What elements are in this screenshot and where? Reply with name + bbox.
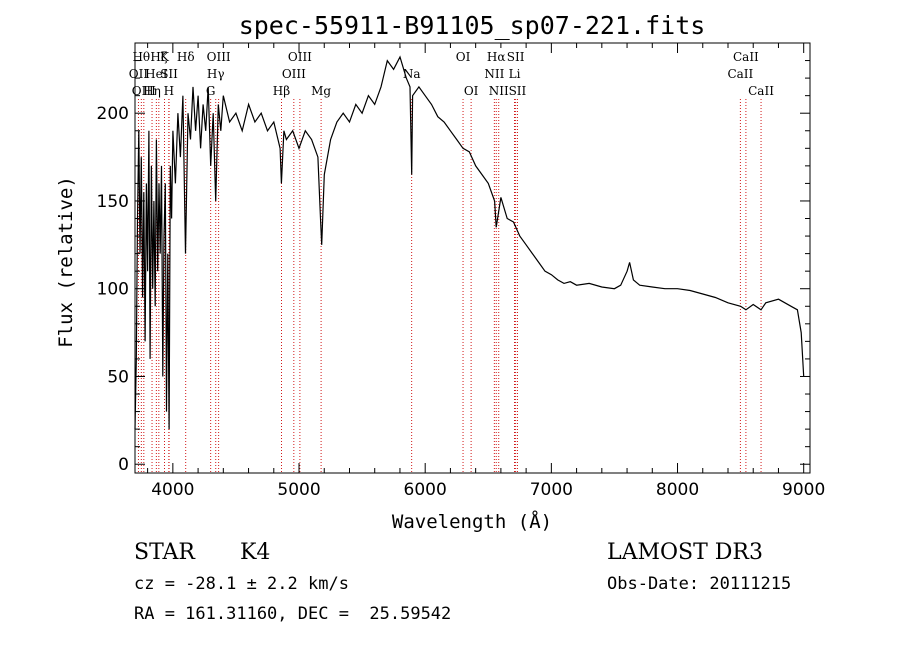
line-marker-label: OI [464,84,479,98]
line-marker-label: OIII [288,50,312,64]
x-axis: 4000 5000 6000 7000 8000 9000 [147,43,825,500]
line-marker-label: NII [489,84,509,98]
line-marker-label: Na [403,67,421,81]
object-class: STAR [134,540,195,565]
line-marker-label: OIII [282,67,306,81]
y-tick-label: 200 [97,104,129,124]
line-marker-label: H [164,84,174,98]
line-marker-label: OIII [207,50,231,64]
redshift-readout: cz = -28.1 ± 2.2 km/s [134,574,349,594]
x-tick-label: 9000 [782,480,825,500]
y-tick-label: 0 [118,455,129,475]
y-tick-label: 100 [97,280,129,300]
y-axis-label: Flux (relative) [55,176,77,348]
x-tick-label: 7000 [530,480,573,500]
emission-line-markers: OIIHθOIIIHηHeIHζKHSIIHδGHγOIIIHβOIIIOIII… [129,50,774,473]
spectral-subclass: K4 [240,540,271,565]
x-tick-label: 8000 [656,480,699,500]
line-marker-label: CaII [733,50,759,64]
y-axis: 0 50 100 150 200 [97,60,810,475]
line-marker-label: NII [484,67,504,81]
plot-frame [134,42,811,474]
chart-title: spec-55911-B91105_sp07-221.fits [239,11,706,40]
line-marker-label: Hβ [273,84,290,98]
line-marker-label: Hζ [150,50,167,64]
x-tick-label: 4000 [151,480,194,500]
line-marker-label: OII [129,67,149,81]
line-marker-label: Hγ [207,67,225,81]
line-marker-label: OI [456,50,471,64]
line-marker-label: G [206,84,216,98]
y-tick-label: 50 [107,367,129,387]
coordinates: RA = 161.31160, DEC = 25.59542 [134,604,452,624]
line-marker-label: Hα [487,50,506,64]
line-marker-label: K [160,50,170,64]
obs-date: Obs-Date: 20111215 [607,574,792,594]
line-marker-label: CaII [727,67,753,81]
line-marker-label: Mg [311,84,331,98]
line-marker-label: CaII [748,84,774,98]
x-tick-label: 6000 [404,480,447,500]
line-marker-label: Hη [143,84,161,98]
line-marker-label: SII [160,67,178,81]
x-tick-label: 5000 [277,480,320,500]
line-marker-label: SII [507,50,525,64]
line-marker-label: HeI [145,67,168,81]
line-marker-label: Li [509,67,521,81]
spectrum-line [134,55,805,430]
y-tick-label: 150 [97,192,129,212]
survey-name: LAMOST DR3 [607,540,763,565]
line-marker-label: Hδ [177,50,195,64]
x-axis-label: Wavelength (Å) [392,510,552,533]
line-marker-label: SII [509,84,527,98]
line-marker-label: OIII [132,84,156,98]
